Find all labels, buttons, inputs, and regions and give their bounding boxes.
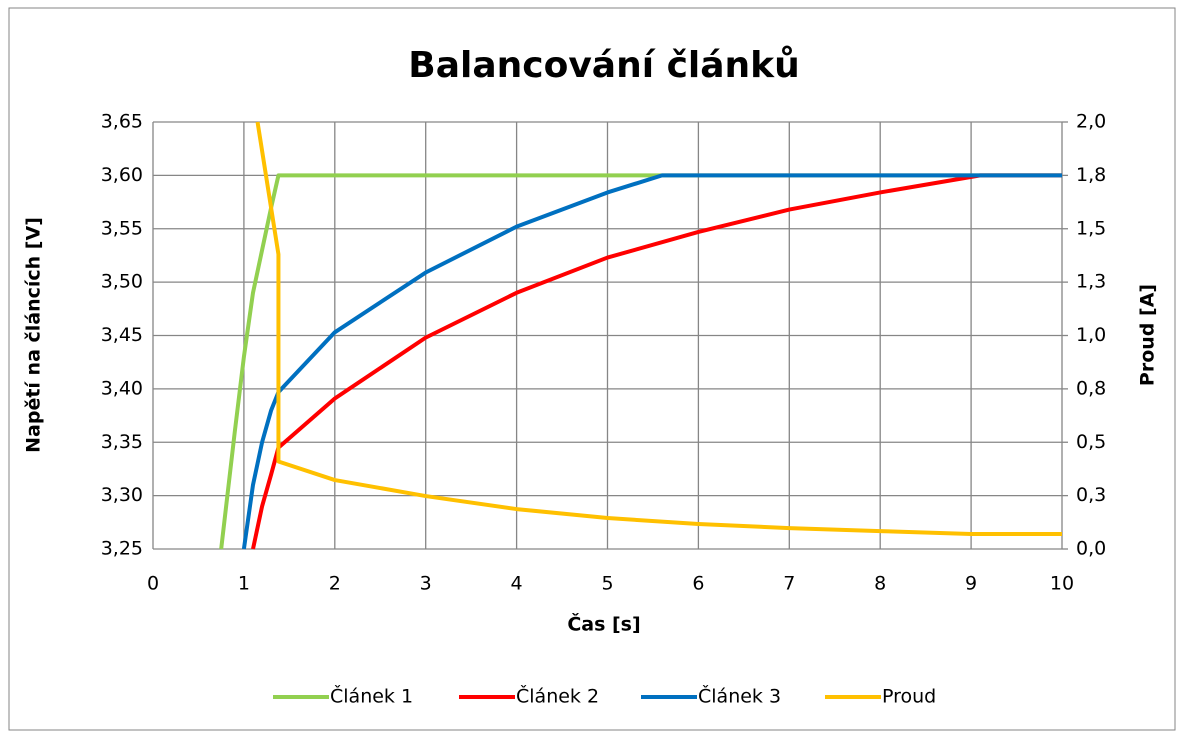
y2-tick-label: 2,0 [1076, 111, 1106, 133]
y-tick-label: 3,55 [101, 217, 143, 239]
x-tick-label: 1 [238, 573, 250, 595]
x-tick-label: 4 [511, 573, 523, 595]
y-tick-label: 3,65 [101, 111, 143, 133]
y2-axis-label: Proud [A] [1137, 284, 1159, 386]
series-line [219, 173, 1062, 550]
x-tick-label: 9 [965, 573, 977, 595]
y2-tick-label: 1,0 [1076, 324, 1106, 346]
y2-tick-label: 0,8 [1076, 377, 1106, 399]
x-tick-label: 5 [601, 573, 613, 595]
y2-tick-label: 1,8 [1076, 164, 1106, 186]
y2-tick-label: 0,5 [1076, 431, 1106, 453]
x-axis-label: Čas [s] [567, 612, 640, 636]
x-tick-label: 0 [147, 573, 159, 595]
y2-tick-label: 1,5 [1076, 217, 1106, 239]
y-tick-label: 3,50 [101, 271, 143, 293]
y-tick-label: 3,25 [101, 538, 143, 560]
y2-tick-label: 1,3 [1076, 271, 1106, 293]
legend-label: Článek 2 [516, 684, 599, 708]
y2-tick-label: 0,3 [1076, 484, 1106, 506]
x-tick-label: 7 [783, 573, 795, 595]
legend-label: Proud [882, 686, 936, 708]
y2-tick-label: 0,0 [1076, 538, 1106, 560]
x-tick-label: 2 [329, 573, 341, 595]
y-tick-label: 3,45 [101, 324, 143, 346]
y-tick-label: 3,35 [101, 431, 143, 453]
y-tick-label: 3,40 [101, 377, 143, 399]
y-tick-label: 3,60 [101, 164, 143, 186]
y-tick-label: 3,30 [101, 484, 143, 506]
series-line [251, 173, 1062, 550]
chart-title: Balancování článků [408, 45, 800, 86]
legend-label: Článek 3 [698, 684, 781, 708]
y-axis-label: Napětí na článcích [V] [23, 217, 45, 453]
series-line [241, 173, 1062, 550]
series-line [255, 121, 1062, 537]
x-tick-label: 10 [1050, 573, 1074, 595]
x-tick-label: 6 [692, 573, 704, 595]
chart-frame [8, 7, 1176, 731]
x-tick-label: 3 [420, 573, 432, 595]
x-tick-label: 8 [874, 573, 886, 595]
legend-label: Článek 1 [330, 684, 413, 708]
